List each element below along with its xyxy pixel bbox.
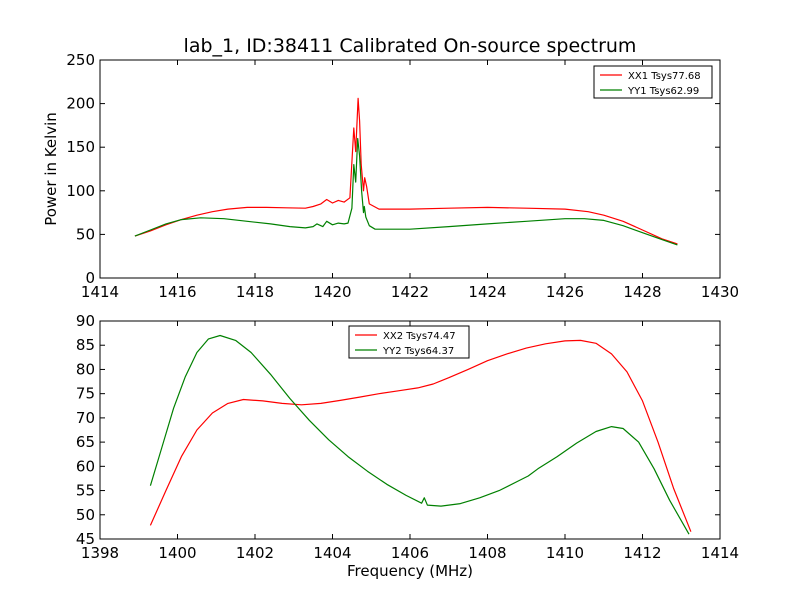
chart-1-ytick-label: 100	[66, 182, 95, 200]
chart-2-xtick-label: 1414	[701, 544, 739, 562]
chart-2-xtick-label: 1400	[158, 544, 196, 562]
chart-2-xlabel: Frequency (MHz)	[347, 562, 473, 580]
chart-2-xtick-label: 1408	[468, 544, 506, 562]
chart-2-xtick-label: 1404	[313, 544, 351, 562]
chart-1-ytick-label: 250	[66, 51, 95, 69]
chart-1-xtick-label: 1422	[391, 283, 429, 301]
chart-2-xtick-label: 1412	[623, 544, 661, 562]
chart-1-xtick-label: 1416	[158, 283, 196, 301]
chart-1-ytick-label: 150	[66, 138, 95, 156]
chart-1-ytick-label: 0	[85, 269, 95, 287]
chart-2-ytick-label: 60	[76, 457, 95, 475]
chart-2-ytick-label: 50	[76, 506, 95, 524]
chart-2-ytick-label: 45	[76, 530, 95, 548]
chart-1-xtick-label: 1426	[546, 283, 584, 301]
chart-2-ytick-label: 65	[76, 433, 95, 451]
chart-1-xtick-label: 1430	[701, 283, 739, 301]
chart-1-xtick-label: 1420	[313, 283, 351, 301]
chart-2-ytick-label: 80	[76, 360, 95, 378]
chart-1-legend-box	[593, 65, 713, 99]
chart-2-legend-box	[348, 325, 470, 359]
chart-2-xtick-label: 1398	[81, 544, 119, 562]
chart-1-title: lab_1, ID:38411 Calibrated On-source spe…	[184, 35, 637, 57]
chart-1-series-line-1	[134, 97, 678, 245]
chart-1-xtick-label: 1428	[623, 283, 661, 301]
chart-1-ytick-label: 200	[66, 95, 95, 113]
chart-2-xtick-label: 1402	[236, 544, 274, 562]
chart-1-legend-label-2: YY1 Tsys62.99	[627, 86, 699, 97]
chart-2-series-line-1	[149, 339, 692, 532]
chart-2-ytick-label: 75	[76, 385, 95, 403]
chart-2-ytick-label: 90	[76, 312, 95, 330]
chart-2-ytick-label: 85	[76, 336, 95, 354]
chart-1-ytick-label: 50	[76, 225, 95, 243]
chart-2-legend-label-2: YY2 Tsys64.37	[382, 346, 454, 357]
chart-1-xtick-label: 1418	[236, 283, 274, 301]
chart-1-legend-label-1: XX1 Tsys77.68	[628, 71, 701, 82]
chart-2-ytick-label: 70	[76, 409, 95, 427]
chart-2-xtick-label: 1410	[546, 544, 584, 562]
chart-2-xtick-label: 1406	[391, 544, 429, 562]
chart-1-xtick-label: 1424	[468, 283, 506, 301]
chart-1-ylabel: Power in Kelvin	[42, 112, 60, 226]
chart-1-series-line-2	[134, 137, 678, 246]
chart-2-legend-label-1: XX2 Tsys74.47	[383, 331, 456, 342]
chart-2-ytick-label: 55	[76, 482, 95, 500]
chart-1-xtick-label: 1414	[81, 283, 119, 301]
chart-2-series-line-2	[149, 334, 690, 535]
